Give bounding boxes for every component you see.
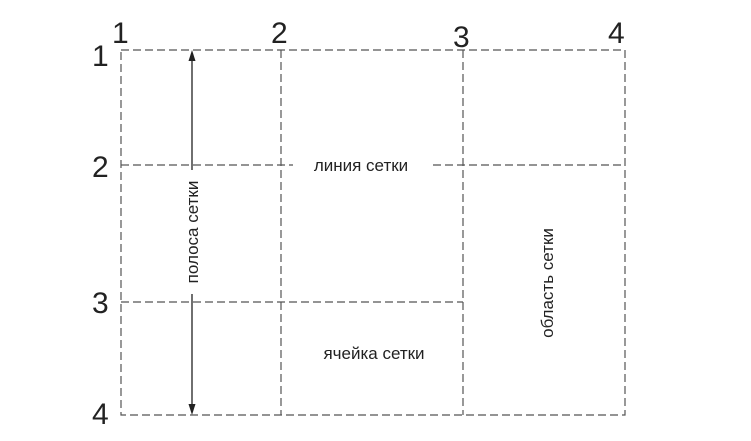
grid-outline [120, 49, 626, 416]
row-number-2: 2 [92, 151, 109, 184]
column-number-3: 3 [453, 21, 470, 54]
column-number-1: 1 [112, 17, 129, 50]
grid-track-arrowhead-top [188, 50, 196, 61]
row-number-4: 4 [92, 398, 109, 431]
grid-track-label: полоса сетки [183, 181, 202, 284]
column-number-4: 4 [608, 17, 625, 50]
grid-line-label: линия сетки [314, 156, 408, 175]
grid-cell-label: ячейка сетки [323, 344, 424, 363]
grid-line-label-mask [293, 152, 429, 176]
row-number-3: 3 [92, 287, 109, 320]
row-number-1: 1 [92, 40, 109, 73]
column-number-2: 2 [271, 17, 288, 50]
grid-area-label: область сетки [538, 228, 557, 338]
grid-track-label-mask [183, 170, 201, 294]
grid-track-arrowhead-bottom [188, 404, 196, 415]
